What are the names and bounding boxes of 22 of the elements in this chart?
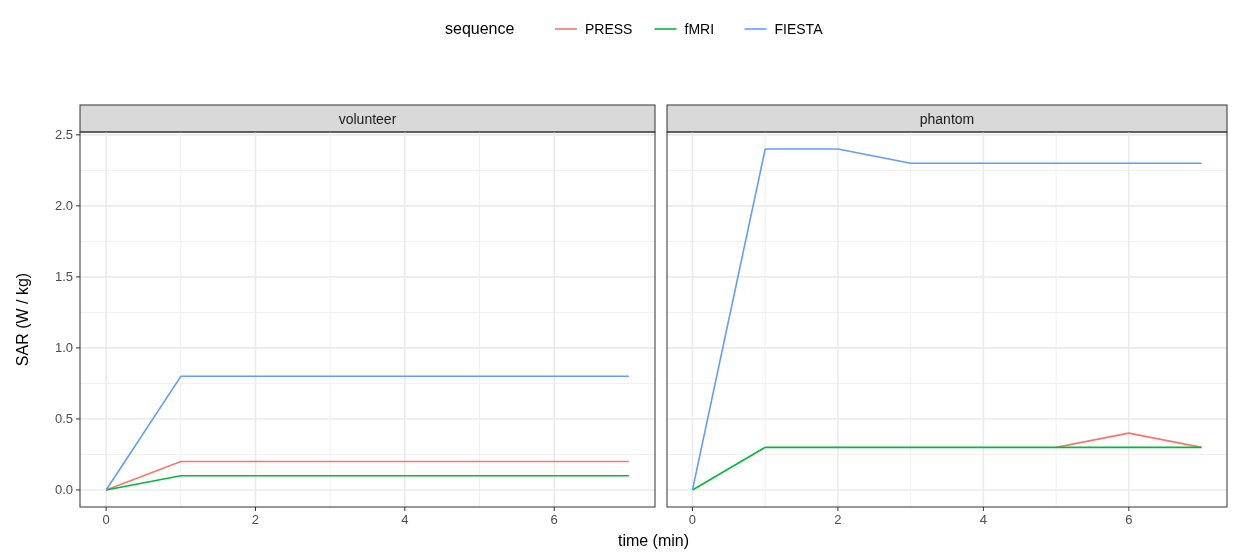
legend-title: sequence xyxy=(445,20,515,37)
chart-title: volunteer xyxy=(338,110,397,127)
x-tick-label: 4 xyxy=(401,512,409,527)
y-tick-label: 1.5 xyxy=(54,269,73,285)
y-tick-label: 0.0 xyxy=(54,482,73,498)
y-axis-title: SAR (W / kg) xyxy=(14,272,31,367)
legend-label: fMRI xyxy=(684,21,715,37)
y-tick-label: 2.5 xyxy=(54,127,73,143)
x-tick-label: 6 xyxy=(550,512,558,527)
y-tick-label: 2.0 xyxy=(54,198,73,214)
x-tick-label: 2 xyxy=(834,512,842,527)
chart-title: phantom xyxy=(919,110,975,127)
x-tick-label: 4 xyxy=(979,512,987,527)
y-tick-label: 0.5 xyxy=(54,411,73,427)
y-tick-label: 1.0 xyxy=(54,340,73,356)
x-tick-label: 0 xyxy=(102,512,110,527)
legend-label: PRESS xyxy=(585,21,633,37)
x-tick-label: 2 xyxy=(251,512,260,527)
x-tick-label: 6 xyxy=(1125,512,1133,527)
x-tick-label: 0 xyxy=(688,512,697,527)
x-axis-title: time (min) xyxy=(617,532,690,549)
legend-label: FIESTA xyxy=(774,21,824,37)
